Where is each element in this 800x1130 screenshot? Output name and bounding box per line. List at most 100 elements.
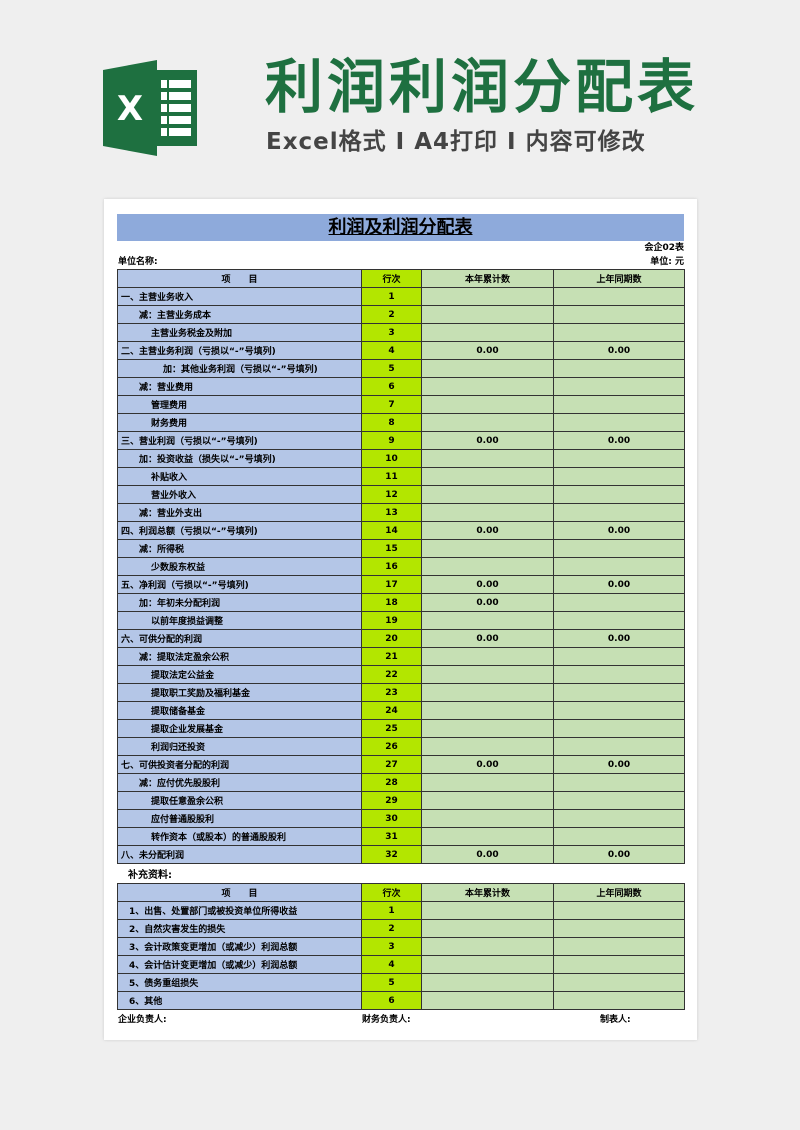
current-year-cell[interactable]: 0.00 xyxy=(421,629,554,648)
previous-year-cell[interactable] xyxy=(553,593,685,612)
previous-year-cell[interactable] xyxy=(553,665,685,684)
table-row: 利润归还投资 26 xyxy=(117,737,685,756)
previous-year-cell[interactable]: 0.00 xyxy=(553,431,685,450)
previous-year-cell[interactable] xyxy=(553,827,685,846)
current-year-cell[interactable] xyxy=(421,955,554,974)
previous-year-cell[interactable] xyxy=(553,305,685,324)
current-year-cell[interactable]: 0.00 xyxy=(421,755,554,774)
current-year-cell[interactable] xyxy=(421,359,554,378)
previous-year-cell[interactable] xyxy=(553,955,685,974)
current-year-cell[interactable] xyxy=(421,611,554,630)
previous-year-cell[interactable] xyxy=(553,449,685,468)
current-year-cell[interactable] xyxy=(421,937,554,956)
previous-year-cell[interactable]: 0.00 xyxy=(553,521,685,540)
current-year-cell[interactable] xyxy=(421,413,554,432)
item-cell: 加：投资收益（损失以“-”号填列) xyxy=(117,449,362,468)
item-cell: 五、净利润（亏损以“-”号填列) xyxy=(117,575,362,594)
current-year-cell[interactable] xyxy=(421,323,554,342)
table-row: 减：应付优先股股利 28 xyxy=(117,773,685,792)
main-table: 项 目行次 本年累计数 上年同期数 一、主营业务收入 1 减：主营业务成本 2 主营… xyxy=(117,269,685,864)
item-cell: 补贴收入 xyxy=(117,467,362,486)
previous-year-cell[interactable] xyxy=(553,647,685,666)
current-year-cell[interactable]: 0.00 xyxy=(421,845,554,864)
table-row: 主营业务税金及附加 3 xyxy=(117,323,685,342)
item-cell: 应付普通股股利 xyxy=(117,809,362,828)
previous-year-cell[interactable]: 0.00 xyxy=(553,755,685,774)
previous-year-cell[interactable] xyxy=(553,287,685,306)
current-year-cell[interactable] xyxy=(421,719,554,738)
previous-year-cell[interactable] xyxy=(553,773,685,792)
previous-year-cell[interactable] xyxy=(553,485,685,504)
current-year-cell[interactable] xyxy=(421,287,554,306)
previous-year-cell[interactable] xyxy=(553,413,685,432)
previous-year-cell[interactable] xyxy=(553,919,685,938)
previous-year-cell[interactable]: 0.00 xyxy=(553,629,685,648)
row-number-cell: 1 xyxy=(361,287,422,306)
previous-year-cell[interactable] xyxy=(553,359,685,378)
current-year-cell[interactable] xyxy=(421,467,554,486)
current-year-cell[interactable] xyxy=(421,485,554,504)
previous-year-cell[interactable] xyxy=(553,791,685,810)
previous-year-cell[interactable] xyxy=(553,503,685,522)
table-row: 加：其他业务利润（亏损以“-”号填列) 5 xyxy=(117,359,685,378)
previous-year-cell[interactable] xyxy=(553,719,685,738)
current-year-cell[interactable] xyxy=(421,791,554,810)
current-year-cell[interactable] xyxy=(421,305,554,324)
current-year-cell[interactable] xyxy=(421,901,554,920)
current-year-cell[interactable] xyxy=(421,503,554,522)
table-row: 二、主营业务利润（亏损以“-”号填列) 4 0.00 0.00 xyxy=(117,341,685,360)
previous-year-cell[interactable] xyxy=(553,323,685,342)
current-year-cell[interactable] xyxy=(421,809,554,828)
previous-year-cell[interactable] xyxy=(553,395,685,414)
previous-year-cell[interactable] xyxy=(553,467,685,486)
current-year-cell[interactable]: 0.00 xyxy=(421,431,554,450)
current-year-cell[interactable] xyxy=(421,683,554,702)
current-year-cell[interactable] xyxy=(421,395,554,414)
current-year-cell[interactable] xyxy=(421,665,554,684)
previous-year-cell[interactable]: 0.00 xyxy=(553,575,685,594)
previous-year-cell[interactable]: 0.00 xyxy=(553,845,685,864)
previous-year-cell[interactable] xyxy=(553,683,685,702)
row-number-cell: 22 xyxy=(361,665,422,684)
previous-year-cell[interactable] xyxy=(553,937,685,956)
previous-year-cell[interactable] xyxy=(553,701,685,720)
current-year-cell[interactable]: 0.00 xyxy=(421,341,554,360)
current-year-cell[interactable] xyxy=(421,557,554,576)
current-year-cell[interactable] xyxy=(421,991,554,1010)
table-row: 5、债务重组损失 5 xyxy=(117,973,685,992)
item-cell: 5、债务重组损失 xyxy=(117,973,362,992)
table-row: 提取法定公益金 22 xyxy=(117,665,685,684)
previous-year-cell[interactable] xyxy=(553,737,685,756)
previous-year-cell[interactable]: 0.00 xyxy=(553,341,685,360)
previous-year-cell[interactable] xyxy=(553,973,685,992)
current-year-cell[interactable] xyxy=(421,827,554,846)
current-year-cell[interactable] xyxy=(421,973,554,992)
row-number-cell: 14 xyxy=(361,521,422,540)
previous-year-cell[interactable] xyxy=(553,991,685,1010)
row-number-cell: 31 xyxy=(361,827,422,846)
previous-year-cell[interactable] xyxy=(553,539,685,558)
previous-year-cell[interactable] xyxy=(553,377,685,396)
previous-year-cell[interactable] xyxy=(553,557,685,576)
current-year-cell[interactable] xyxy=(421,701,554,720)
current-year-cell[interactable] xyxy=(421,377,554,396)
table-row: 提取储备基金 24 xyxy=(117,701,685,720)
row-number-cell: 27 xyxy=(361,755,422,774)
current-year-cell[interactable]: 0.00 xyxy=(421,521,554,540)
current-year-cell[interactable] xyxy=(421,539,554,558)
table-row: 4、会计估计变更增加（或减少）利润总额 4 xyxy=(117,955,685,974)
current-year-cell[interactable] xyxy=(421,773,554,792)
current-year-cell[interactable] xyxy=(421,919,554,938)
previous-year-cell[interactable] xyxy=(553,901,685,920)
current-year-cell[interactable]: 0.00 xyxy=(421,575,554,594)
current-year-cell[interactable] xyxy=(421,449,554,468)
previous-year-cell[interactable] xyxy=(553,809,685,828)
row-number-cell: 5 xyxy=(361,359,422,378)
current-year-cell[interactable]: 0.00 xyxy=(421,593,554,612)
item-cell: 以前年度损益调整 xyxy=(117,611,362,630)
previous-year-cell[interactable] xyxy=(553,611,685,630)
current-year-cell[interactable] xyxy=(421,737,554,756)
current-year-cell[interactable] xyxy=(421,647,554,666)
row-number-cell: 7 xyxy=(361,395,422,414)
row-number-cell: 16 xyxy=(361,557,422,576)
